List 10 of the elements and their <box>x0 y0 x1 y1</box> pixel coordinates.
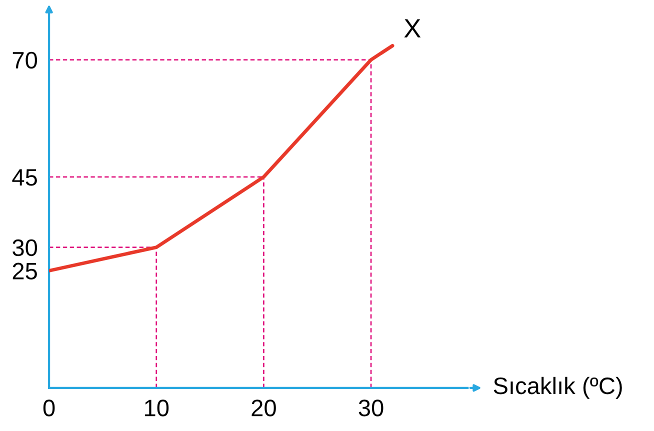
x-tick-label: 0 <box>43 400 55 416</box>
y-tick-label: 45 <box>12 169 37 186</box>
y-tick-label: 70 <box>12 52 38 69</box>
x-axis-title: Sıcaklık (ºC) <box>494 376 622 399</box>
y-tick-label: 25 <box>12 262 37 280</box>
annotation: X <box>404 19 421 38</box>
x-tick-label: 30 <box>358 400 384 416</box>
y-tick-label: 30 <box>12 239 38 256</box>
x-tick-label: 10 <box>145 400 169 416</box>
x-tick-label: 20 <box>252 400 276 416</box>
